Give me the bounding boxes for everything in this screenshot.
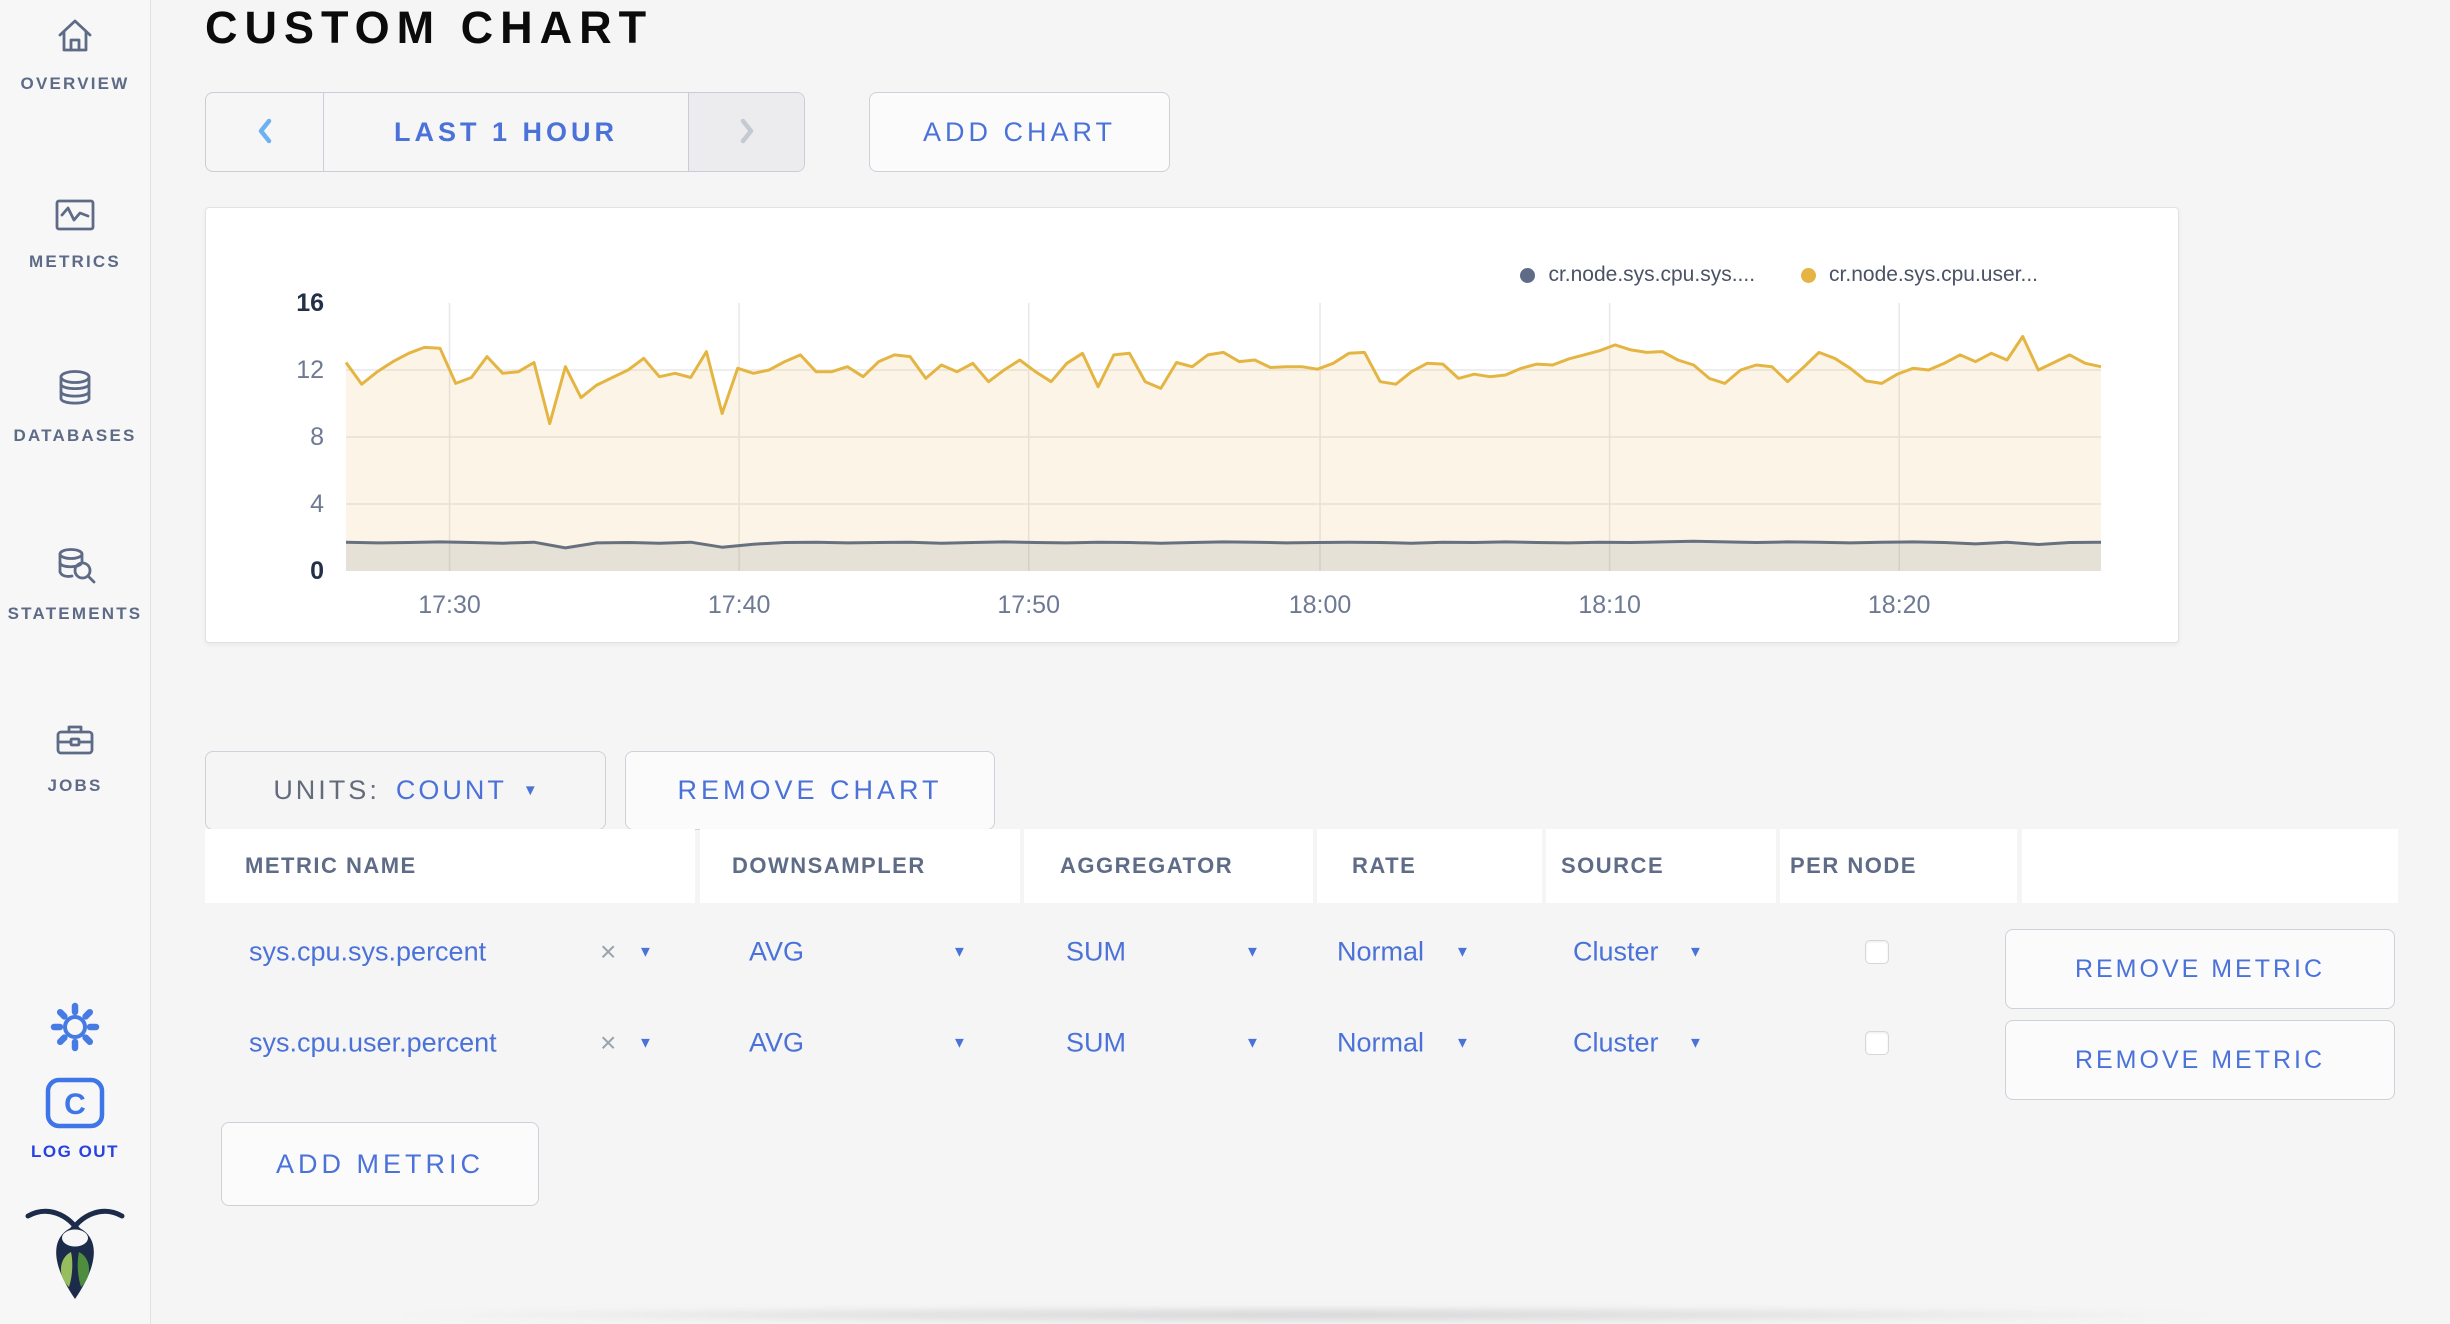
svg-text:17:40: 17:40 (708, 591, 771, 619)
metric-row: sys.cpu.sys.percent × ▼ AVG ▼ SUM ▼ Norm… (0, 916, 2450, 988)
chart-svg: 0 4 8 12 16 17:30 17:40 17:50 18:00 18:10 18:20 (296, 289, 2102, 619)
clear-metric-icon[interactable]: × (600, 1027, 617, 1058)
legend-dot-sys (1520, 267, 1536, 283)
chevron-down-icon[interactable]: ▼ (1688, 1034, 1703, 1052)
downsampler-dropdown[interactable]: AVG (749, 936, 805, 967)
logout-button[interactable]: C LOG OUT (0, 1076, 150, 1162)
sidebar-item-label: STATEMENTS (7, 604, 143, 623)
legend-label: cr.node.sys.cpu.sys.... (1548, 263, 1756, 286)
add-chart-button[interactable]: ADD CHART (869, 92, 1170, 172)
remove-metric-button[interactable]: REMOVE METRIC (2005, 929, 2395, 1009)
chevron-left-icon (254, 116, 276, 149)
sidebar-item-label: OVERVIEW (20, 74, 130, 93)
svg-text:4: 4 (310, 490, 324, 518)
time-range-label: LAST 1 HOUR (393, 116, 618, 147)
settings-gear-button[interactable] (0, 998, 150, 1061)
rate-dropdown[interactable]: Normal (1337, 1027, 1425, 1058)
gear-icon (46, 998, 104, 1061)
cockroach-logo (0, 1198, 150, 1313)
legend-item-sys[interactable]: cr.node.sys.cpu.sys.... (1520, 263, 1755, 287)
sidebar-item-databases[interactable]: DATABASES (0, 366, 150, 446)
page-title: CUSTOM CHART (205, 2, 654, 53)
chart-card: cr.node.sys.cpu.sys.... cr.node.sys.cpu.… (205, 207, 2179, 643)
column-header-downsampler: DOWNSAMPLER (700, 829, 1020, 903)
sidebar-item-overview[interactable]: OVERVIEW (0, 12, 150, 94)
remove-metric-button[interactable]: REMOVE METRIC (2005, 1020, 2395, 1100)
metrics-chart-icon (52, 192, 98, 243)
source-dropdown[interactable]: Cluster (1573, 1027, 1659, 1058)
chevron-down-icon[interactable]: ▼ (1455, 1034, 1470, 1052)
units-dropdown[interactable]: UNITS: COUNT ▼ (205, 751, 606, 830)
column-header-metric-name: METRIC NAME (205, 829, 695, 903)
downsampler-dropdown[interactable]: AVG (749, 1027, 805, 1058)
svg-text:12: 12 (296, 356, 324, 384)
svg-text:17:30: 17:30 (418, 591, 481, 619)
time-range-next-button[interactable] (688, 93, 804, 171)
rate-dropdown[interactable]: Normal (1337, 936, 1425, 967)
metric-name-dropdown[interactable]: sys.cpu.user.percent (249, 1027, 497, 1058)
svg-text:C: C (64, 1088, 86, 1121)
per-node-checkbox[interactable] (1865, 940, 1889, 964)
chevron-down-icon[interactable]: ▼ (1688, 943, 1703, 961)
sidebar-item-jobs[interactable]: JOBS (0, 716, 150, 796)
sidebar-item-label: JOBS (47, 776, 103, 795)
statements-search-icon (51, 542, 99, 595)
column-header-source: SOURCE (1546, 829, 1776, 903)
svg-text:18:20: 18:20 (1868, 591, 1931, 619)
time-range-prev-button[interactable] (206, 93, 324, 171)
aggregator-dropdown[interactable]: SUM (1066, 1027, 1126, 1058)
cockroach-bug-icon (20, 1198, 130, 1313)
svg-text:0: 0 (310, 557, 324, 585)
chevron-down-icon[interactable]: ▼ (952, 943, 967, 961)
column-header-actions (2022, 829, 2398, 903)
units-label: UNITS: (273, 775, 380, 805)
svg-text:18:00: 18:00 (1289, 591, 1352, 619)
sidebar: OVERVIEW METRICS DATABASES (0, 0, 151, 1324)
sidebar-item-statements[interactable]: STATEMENTS (0, 542, 150, 624)
chevron-down-icon[interactable]: ▼ (638, 1034, 653, 1052)
time-range-dropdown[interactable]: LAST 1 HOUR (324, 93, 688, 171)
cockroach-c-icon: C (44, 1076, 106, 1135)
svg-text:18:10: 18:10 (1578, 591, 1641, 619)
chevron-down-icon[interactable]: ▼ (1245, 1034, 1260, 1052)
column-header-rate: RATE (1317, 829, 1542, 903)
units-value: COUNT (395, 775, 507, 805)
home-icon (51, 12, 99, 65)
sidebar-item-metrics[interactable]: METRICS (0, 192, 150, 272)
briefcase-icon (52, 716, 98, 767)
chevron-right-icon (736, 116, 758, 149)
remove-chart-button[interactable]: REMOVE CHART (625, 751, 995, 830)
svg-text:16: 16 (296, 289, 324, 317)
sidebar-item-label: METRICS (29, 252, 121, 271)
legend-item-user[interactable]: cr.node.sys.cpu.user... (1801, 263, 2038, 287)
database-icon (52, 366, 98, 417)
chevron-down-icon[interactable]: ▼ (1245, 943, 1260, 961)
metric-row: sys.cpu.user.percent × ▼ AVG ▼ SUM ▼ Nor… (0, 1007, 2450, 1079)
legend-label: cr.node.sys.cpu.user... (1829, 263, 2038, 286)
chevron-down-icon[interactable]: ▼ (952, 1034, 967, 1052)
page-bottom-shadow (390, 1306, 2220, 1324)
chevron-down-icon[interactable]: ▼ (1455, 943, 1470, 961)
add-metric-button[interactable]: ADD METRIC (221, 1122, 539, 1206)
chevron-down-icon: ▼ (522, 782, 538, 799)
svg-text:8: 8 (310, 423, 324, 451)
chart-legend: cr.node.sys.cpu.sys.... cr.node.sys.cpu.… (1520, 263, 2038, 287)
svg-text:17:50: 17:50 (997, 591, 1060, 619)
source-dropdown[interactable]: Cluster (1573, 936, 1659, 967)
column-header-per-node: PER NODE (1780, 829, 2017, 903)
per-node-checkbox[interactable] (1865, 1031, 1889, 1055)
clear-metric-icon[interactable]: × (600, 936, 617, 967)
time-range-selector: LAST 1 HOUR (205, 92, 805, 172)
logout-label: LOG OUT (31, 1142, 119, 1161)
legend-dot-user (1801, 267, 1817, 283)
sidebar-item-label: DATABASES (13, 426, 137, 445)
metric-name-dropdown[interactable]: sys.cpu.sys.percent (249, 936, 487, 967)
chevron-down-icon[interactable]: ▼ (638, 943, 653, 961)
column-header-aggregator: AGGREGATOR (1024, 829, 1313, 903)
aggregator-dropdown[interactable]: SUM (1066, 936, 1126, 967)
